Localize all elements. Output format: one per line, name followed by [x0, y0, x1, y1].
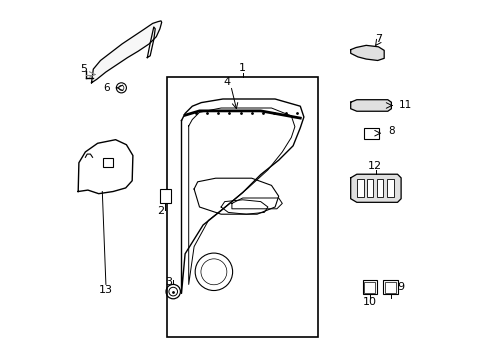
Text: 2: 2: [157, 206, 164, 216]
Bar: [386, 179, 393, 197]
Text: 9: 9: [396, 282, 404, 292]
Bar: [385, 282, 395, 293]
Bar: [356, 179, 363, 197]
Bar: [103, 158, 113, 167]
Text: 7: 7: [374, 33, 381, 44]
Text: 13: 13: [99, 285, 113, 295]
Polygon shape: [350, 45, 384, 60]
Polygon shape: [91, 21, 162, 83]
Bar: [376, 179, 382, 197]
Polygon shape: [350, 174, 400, 202]
Text: 1: 1: [239, 63, 245, 73]
Text: 11: 11: [398, 100, 411, 111]
Bar: [366, 179, 372, 197]
Text: 5: 5: [80, 64, 87, 74]
Bar: [363, 128, 378, 139]
Bar: [383, 280, 397, 294]
Bar: [159, 189, 171, 203]
Text: 8: 8: [387, 126, 394, 136]
Text: 3: 3: [165, 276, 172, 287]
Bar: [362, 280, 376, 294]
Text: 6: 6: [103, 83, 110, 93]
Text: 10: 10: [362, 297, 376, 307]
Polygon shape: [350, 100, 390, 111]
Bar: [364, 282, 374, 293]
Text: 4: 4: [223, 77, 230, 87]
Bar: [167, 77, 318, 337]
Text: 12: 12: [367, 161, 381, 171]
